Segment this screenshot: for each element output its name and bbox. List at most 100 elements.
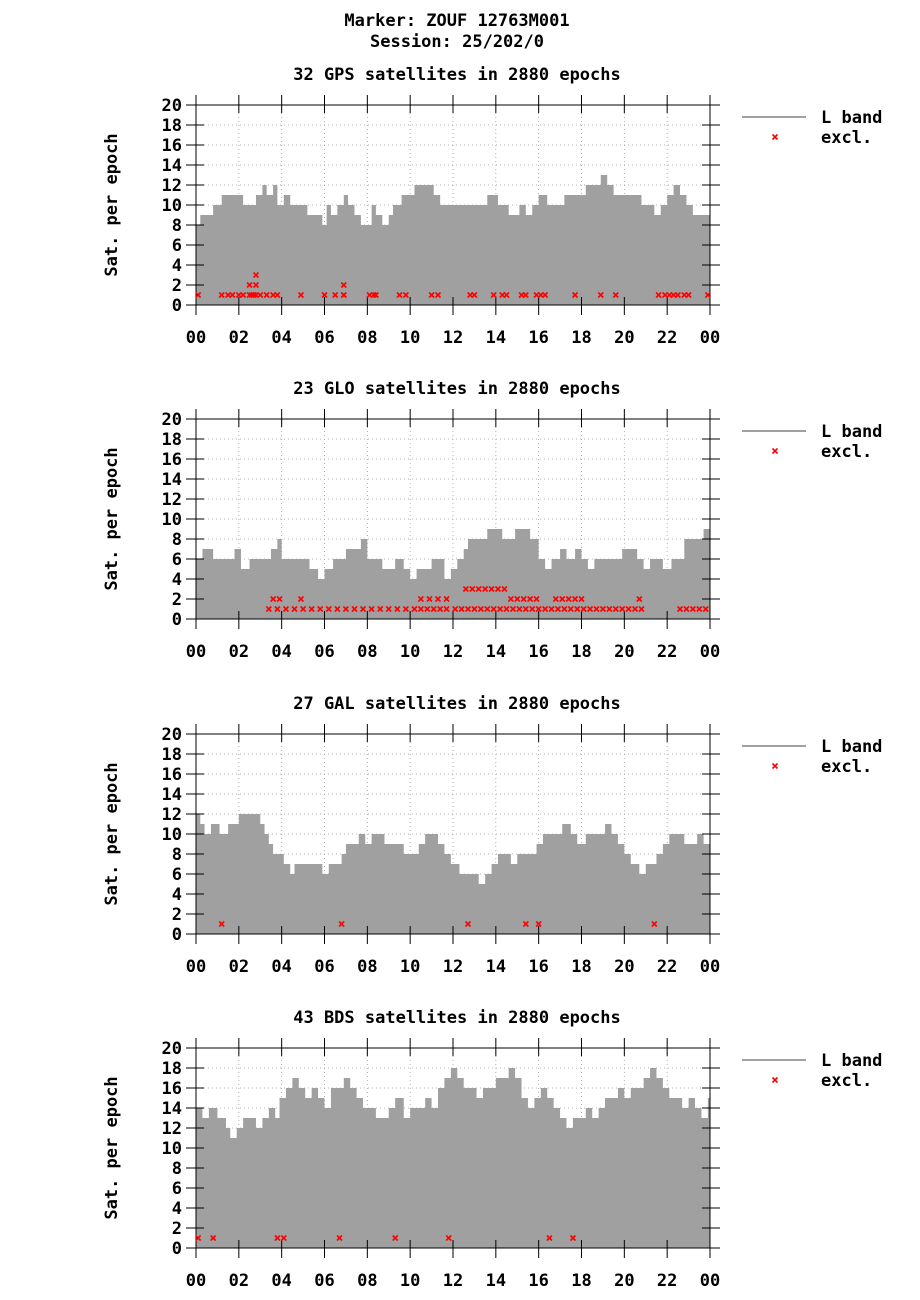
x-tick-label: 18 — [571, 328, 591, 348]
excluded-point — [569, 1234, 576, 1242]
y-tick-label: 18 — [162, 430, 182, 450]
x-tick-label: 20 — [614, 328, 634, 348]
y-tick-label: 0 — [172, 1239, 182, 1259]
excluded-point — [636, 595, 643, 603]
excluded-point — [509, 605, 517, 613]
excluded-point — [638, 605, 645, 613]
excluded-point — [402, 605, 409, 613]
y-tick-label: 8 — [172, 530, 182, 550]
x-tick-label: 02 — [229, 642, 249, 662]
excluded-point — [270, 595, 277, 603]
excluded-point — [417, 595, 424, 603]
x-tick-label: 16 — [528, 642, 548, 662]
x-tick-label: 20 — [614, 642, 634, 662]
x-tick-label: 12 — [443, 328, 463, 348]
excluded-point — [257, 291, 264, 299]
excluded-point — [434, 595, 442, 603]
y-axis-label: Sat. per epoch — [102, 1076, 122, 1219]
excluded-point — [522, 605, 529, 613]
chart-title: 27 GAL satellites in 2880 epochs — [293, 694, 621, 714]
x-tick-label: 16 — [528, 328, 548, 348]
y-tick-label: 18 — [162, 745, 182, 765]
legend-excl-swatch — [771, 762, 779, 770]
excluded-point — [250, 291, 257, 299]
x-tick-label: 00 — [186, 957, 206, 977]
excluded-point — [683, 605, 690, 613]
y-tick-label: 18 — [162, 1059, 182, 1079]
x-tick-label: 02 — [229, 328, 249, 348]
y-tick-label: 2 — [172, 1219, 182, 1239]
chart-title: 43 BDS satellites in 2880 epochs — [293, 1008, 621, 1028]
excluded-point — [458, 605, 465, 613]
excluded-point — [274, 291, 281, 299]
excluded-point — [424, 605, 431, 613]
excluded-point — [597, 291, 604, 299]
x-tick-label: 02 — [229, 957, 249, 977]
y-axis-label: Sat. per epoch — [102, 762, 122, 905]
excluded-point — [280, 1234, 287, 1242]
y-tick-label: 10 — [162, 825, 182, 845]
excluded-point — [535, 920, 542, 928]
y-tick-label: 4 — [172, 1199, 182, 1219]
excluded-point — [497, 605, 504, 613]
x-tick-label: 00 — [700, 328, 720, 348]
x-tick-label: 22 — [657, 328, 677, 348]
x-tick-label: 04 — [271, 328, 291, 348]
excluded-point — [554, 605, 562, 613]
excluded-point — [655, 291, 662, 299]
excluded-point — [490, 605, 497, 613]
excluded-point — [218, 920, 225, 928]
excluded-point — [561, 605, 568, 613]
y-tick-label: 20 — [162, 1039, 182, 1059]
y-tick-label: 10 — [162, 196, 182, 216]
l-band-area — [196, 529, 710, 619]
x-tick-label: 14 — [486, 328, 506, 348]
excluded-point — [443, 595, 450, 603]
excluded-point — [263, 291, 270, 299]
excluded-point — [265, 605, 272, 613]
excluded-point — [377, 605, 384, 613]
excluded-point — [522, 920, 529, 928]
legend-l-band-label: L band — [821, 108, 882, 128]
excluded-point — [464, 605, 472, 613]
excluded-point — [340, 281, 347, 289]
y-tick-label: 14 — [162, 470, 182, 490]
x-tick-label: 12 — [443, 1271, 463, 1291]
excluded-point — [368, 605, 375, 613]
y-axis-label: Sat. per epoch — [102, 133, 122, 276]
excluded-point — [606, 605, 613, 613]
y-tick-label: 4 — [172, 885, 182, 905]
excluded-point — [471, 605, 478, 613]
excluded-point — [503, 605, 510, 613]
y-tick-label: 14 — [162, 785, 182, 805]
excluded-point — [246, 281, 253, 289]
legend-excl-label: excl. — [821, 1071, 872, 1091]
chart-panel: 32 GPS satellites in 2880 epochs02468101… — [102, 65, 882, 348]
excluded-point — [300, 605, 307, 613]
excluded-point — [689, 605, 696, 613]
legend-excl-label: excl. — [821, 442, 872, 462]
excluded-point — [567, 605, 574, 613]
excluded-point — [552, 595, 559, 603]
y-tick-label: 14 — [162, 1099, 182, 1119]
excluded-point — [704, 291, 711, 299]
y-tick-label: 16 — [162, 1079, 182, 1099]
excluded-point — [522, 291, 529, 299]
y-tick-label: 14 — [162, 156, 182, 176]
excluded-point — [475, 585, 482, 593]
excluded-point — [490, 291, 497, 299]
chart-panels: 32 GPS satellites in 2880 epochs02468101… — [102, 65, 882, 1291]
excluded-point — [469, 585, 476, 593]
y-tick-label: 2 — [172, 905, 182, 925]
excluded-point — [501, 585, 508, 593]
excluded-point — [464, 920, 472, 928]
y-tick-label: 20 — [162, 410, 182, 430]
chart-panel: 27 GAL satellites in 2880 epochs02468101… — [102, 694, 882, 977]
x-tick-label: 22 — [657, 1271, 677, 1291]
y-tick-label: 20 — [162, 725, 182, 745]
legend-l-band-label: L band — [821, 737, 882, 757]
x-tick-label: 04 — [271, 642, 291, 662]
excluded-point — [520, 595, 527, 603]
x-tick-label: 06 — [314, 957, 334, 977]
